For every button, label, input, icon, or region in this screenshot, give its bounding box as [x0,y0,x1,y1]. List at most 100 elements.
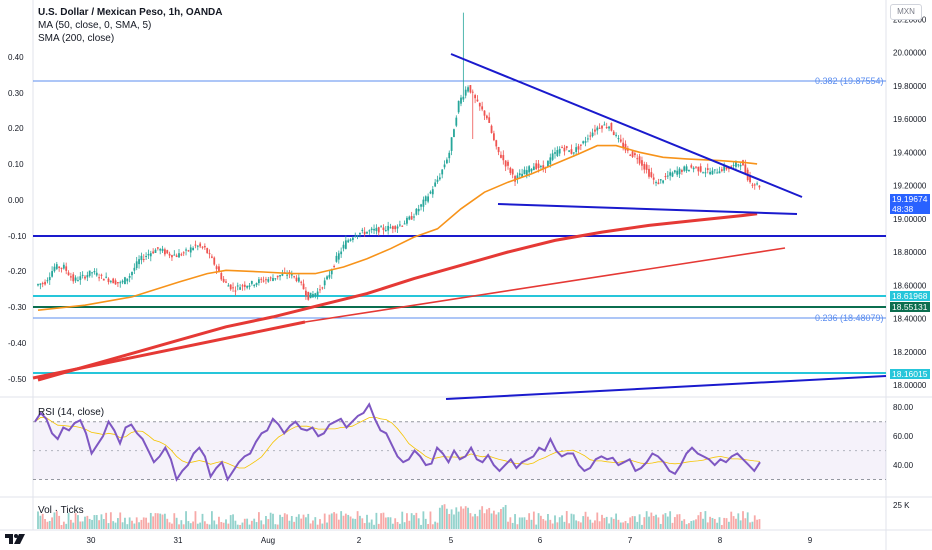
volume-bar [352,518,354,529]
candle-body [232,287,234,289]
volume-bar [286,514,288,529]
volume-bar [159,513,162,529]
volume-bar [638,514,641,529]
ma50-legend[interactable]: MA (50, close, 0, SMA, 5) [38,20,152,31]
percent-axis-tick: 0.30 [8,89,24,98]
volume-bar [265,515,267,529]
candle-body [678,168,681,175]
candle-body [690,165,693,168]
candle-body [95,272,98,276]
candle-body [154,249,157,253]
volume-bar [246,518,249,529]
candle-body [382,227,385,231]
volume-bar [70,519,72,529]
volume-label[interactable]: Vol · Ticks [38,505,84,516]
candle-body [725,167,728,170]
candle-body [469,85,472,93]
volume-bar [469,513,472,529]
sma200-legend[interactable]: SMA (200, close) [38,33,115,44]
candle-body [669,172,672,176]
candle-body [453,129,455,138]
candle-body [145,255,147,257]
volume-bar [744,518,747,529]
candle-body [420,204,422,207]
volume-bar [222,522,225,529]
volume-bar [554,515,556,529]
candle-body [356,235,359,237]
currency-badge[interactable]: MXN [890,4,922,20]
volume-bar [697,515,700,529]
volume-bar [410,513,413,529]
volume-bar [608,523,610,529]
candle-body [147,254,150,256]
candle-body [598,127,601,129]
volume-bar [662,514,664,529]
rsi-label[interactable]: RSI (14, close) [38,407,105,418]
candle-body [349,239,352,241]
candle-body [250,281,253,284]
symbol-title[interactable]: U.S. Dollar / Mexican Peso, 1h, OANDA [38,7,223,18]
volume-bar [72,522,75,529]
candle-body [321,287,324,289]
rsi-line [34,402,761,482]
volume-bar [241,522,244,529]
volume-bar [236,524,239,529]
tradingview-logo-icon[interactable] [4,532,26,546]
volume-bar [297,514,300,529]
volume-bar [255,522,258,529]
candle-body [173,254,176,256]
candle-body [208,253,211,255]
volume-bar [145,517,147,529]
candle-body [286,274,288,276]
candle-body [488,117,491,123]
candle-body [389,227,392,229]
volume-bar [281,516,284,529]
volume-bar [121,522,124,529]
candle-body [164,249,166,255]
candle-body [601,125,603,129]
volume-bar [617,519,620,529]
candle-body [185,249,187,251]
candle-body [681,170,683,172]
candle-body [265,279,267,281]
volume-bar [140,519,143,529]
volume-bar [537,513,540,529]
candle-body [695,166,697,168]
candle-body [342,244,345,249]
volume-bar [690,521,693,529]
candle-body [608,126,610,129]
candle-body [732,164,735,166]
candle-body [156,247,159,249]
volume-bar [335,513,338,529]
volume-bar [403,522,406,529]
volume-bar [253,518,256,529]
volume-bar [373,524,375,529]
volume-bar [615,513,617,529]
volume-bar [276,524,279,529]
volume-bar [502,507,505,529]
candle-body [685,166,688,171]
volume-bar [516,524,519,529]
rsi-axis-tick: 40.00 [893,461,914,470]
volume-bar [598,521,601,529]
candle-body [540,166,542,168]
volume-bar [720,524,723,529]
candle-body [485,115,488,119]
candle-body [537,163,540,169]
volume-bar [323,513,326,529]
volume-bar [481,506,484,529]
volume-bar [464,506,467,529]
percent-axis-tick: -0.20 [8,267,27,276]
volume-bar [192,521,194,529]
volume-bar [718,517,721,529]
candle-body [255,282,258,286]
volume-bar [558,517,561,529]
candle-body [476,99,479,102]
volume-bar [699,511,702,529]
candle-body [636,158,639,160]
volume-bar [601,514,603,529]
candle-body [140,255,143,261]
candle-body [361,229,364,231]
candle-body [589,135,592,137]
